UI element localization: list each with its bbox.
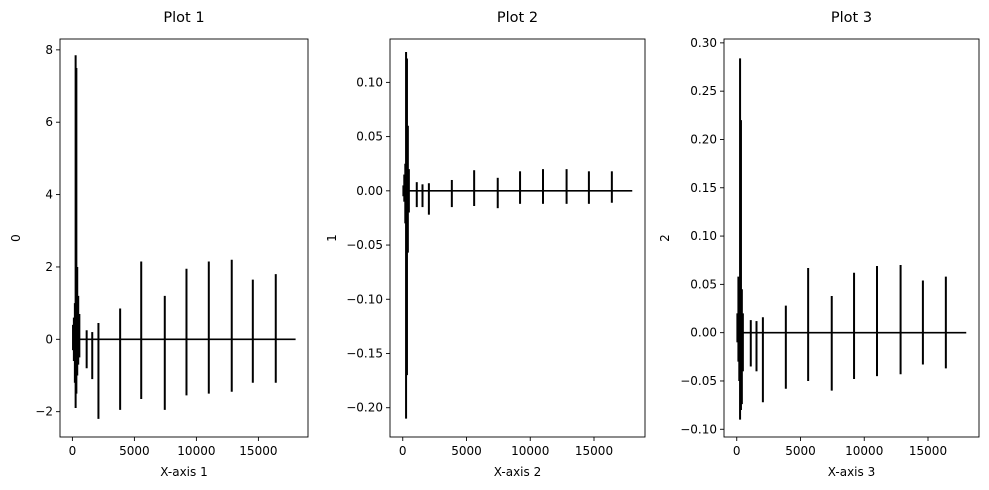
y-tick-label: −0.15 <box>346 346 383 360</box>
x-axis-label: X-axis 2 <box>494 465 541 479</box>
subplot-2: 0 5000 10000 15000 −0.20 −0.15 −0.10 −0.05 0.00 0… <box>325 10 646 479</box>
y-tick-label: −0.05 <box>346 238 383 252</box>
y-tick-label: 0.05 <box>690 277 717 291</box>
y-axis-label: 1 <box>325 234 339 242</box>
x-axis-label: X-axis 1 <box>160 465 207 479</box>
y-tick-label: 8 <box>45 43 53 57</box>
x-tick-label: 10000 <box>177 444 215 458</box>
subplot-3: 0 5000 10000 15000 −0.10 −0.05 0.00 0.05 0.10 0.1… <box>658 10 980 479</box>
x-tick-label: 5000 <box>451 444 482 458</box>
x-tick-label: 5000 <box>119 444 150 458</box>
y-tick-label: 0.20 <box>690 132 717 146</box>
axes-frame <box>389 38 646 438</box>
y-tick-label: 0.25 <box>690 84 717 98</box>
x-tick-label: 10000 <box>845 444 883 458</box>
chart-title: Plot 2 <box>497 10 538 26</box>
y-tick-label: −0.10 <box>346 292 383 306</box>
x-tick-label: 5000 <box>785 444 816 458</box>
y-tick-label: 4 <box>45 188 53 202</box>
y-tick-label: −0.10 <box>680 422 717 436</box>
axes-frame <box>59 38 309 438</box>
y-tick-label: 6 <box>45 115 53 129</box>
x-tick-label: 15000 <box>239 444 277 458</box>
y-tick-label: −0.20 <box>346 401 383 415</box>
y-tick-label: 0.00 <box>690 326 717 340</box>
chart-title: Plot 1 <box>163 10 204 26</box>
x-tick-label: 15000 <box>575 444 613 458</box>
x-tick-label: 0 <box>69 444 77 458</box>
y-tick-label: 0 <box>45 332 53 346</box>
series-line <box>72 55 296 419</box>
x-axis-label: X-axis 3 <box>828 465 875 479</box>
y-tick-label: 0.30 <box>690 36 717 50</box>
series-line <box>736 58 967 420</box>
subplot-1: 0 5000 10000 15000 −2 0 2 4 6 8 Plot 1 X-axis 1 0 <box>9 10 309 479</box>
x-tick-label: 0 <box>399 444 407 458</box>
chart-title: Plot 3 <box>831 10 872 26</box>
y-tick-label: 0.10 <box>690 229 717 243</box>
y-tick-label: 2 <box>45 260 53 274</box>
y-tick-label: 0.05 <box>356 130 383 144</box>
series-line <box>402 52 633 419</box>
y-axis-label: 2 <box>658 234 672 242</box>
x-tick-label: 0 <box>733 444 741 458</box>
x-tick-label: 15000 <box>909 444 947 458</box>
y-axis-label: 0 <box>9 234 23 242</box>
y-tick-label: 0.00 <box>356 184 383 198</box>
axes-frame <box>723 38 980 438</box>
y-tick-label: −2 <box>35 405 53 419</box>
y-tick-label: 0.10 <box>356 75 383 89</box>
y-tick-label: 0.15 <box>690 181 717 195</box>
x-tick-label: 10000 <box>511 444 549 458</box>
y-tick-label: −0.05 <box>680 374 717 388</box>
